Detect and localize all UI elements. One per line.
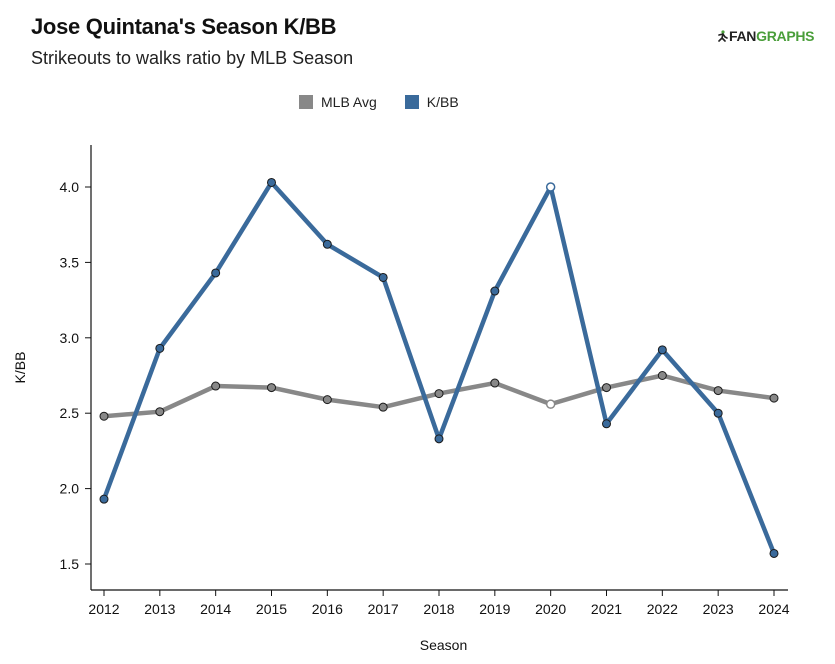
x-tick-label: 2012 bbox=[88, 601, 119, 617]
y-tick-label: 4.0 bbox=[60, 179, 80, 195]
fangraphs-runner-icon bbox=[718, 30, 728, 42]
data-point-kbb bbox=[99, 494, 109, 504]
data-point-mlb-avg bbox=[378, 402, 388, 412]
legend-item-mlb-avg: MLB Avg bbox=[299, 94, 377, 110]
x-tick-label: 2016 bbox=[312, 601, 343, 617]
x-tick-label: 2013 bbox=[144, 601, 175, 617]
data-point-kbb bbox=[545, 182, 556, 192]
legend-swatch-mlb-avg bbox=[299, 95, 313, 109]
data-point-kbb bbox=[322, 239, 332, 249]
x-tick-label: 2024 bbox=[758, 601, 789, 617]
data-point-kbb bbox=[769, 548, 779, 558]
x-tick-label: 2022 bbox=[647, 601, 678, 617]
data-point-kbb bbox=[490, 286, 500, 296]
data-point-mlb-avg bbox=[490, 378, 500, 388]
chart-legend: MLB Avg K/BB bbox=[299, 94, 487, 110]
x-tick-label: 2019 bbox=[479, 601, 510, 617]
x-tick-label: 2023 bbox=[703, 601, 734, 617]
data-point-mlb-avg bbox=[602, 383, 611, 393]
fangraphs-logo: FAN GRAPHS bbox=[717, 28, 815, 44]
data-point-mlb-avg bbox=[545, 399, 556, 409]
logo-text-graphs: GRAPHS bbox=[756, 28, 815, 44]
data-point-mlb-avg bbox=[267, 383, 276, 393]
data-point-kbb bbox=[155, 343, 165, 353]
x-tick-label: 2015 bbox=[256, 601, 287, 617]
data-point-mlb-avg bbox=[769, 393, 779, 403]
y-axis-label: K/BB bbox=[12, 352, 28, 384]
y-tick-label: 2.5 bbox=[60, 405, 80, 421]
chart-subtitle: Strikeouts to walks ratio by MLB Season bbox=[31, 48, 354, 68]
legend-label-mlb-avg: MLB Avg bbox=[321, 94, 377, 110]
series-line-kbb bbox=[101, 180, 777, 556]
data-point-kbb bbox=[713, 408, 723, 418]
data-point-kbb bbox=[434, 434, 444, 444]
logo-text-fan: FAN bbox=[729, 28, 757, 44]
data-point-mlb-avg bbox=[713, 386, 723, 396]
legend-label-kbb: K/BB bbox=[426, 94, 459, 110]
data-point-kbb bbox=[211, 268, 221, 278]
data-point-mlb-avg bbox=[211, 381, 221, 391]
x-tick-label: 2014 bbox=[200, 601, 231, 617]
x-tick-label: 2021 bbox=[591, 601, 622, 617]
data-point-mlb-avg bbox=[155, 407, 165, 417]
x-axis-label: Season bbox=[420, 637, 467, 653]
x-tick-label: 2017 bbox=[368, 601, 399, 617]
data-point-kbb bbox=[602, 419, 611, 429]
y-tick-label: 1.5 bbox=[60, 556, 80, 572]
data-point-mlb-avg bbox=[322, 395, 332, 405]
legend-item-kbb: K/BB bbox=[404, 94, 459, 110]
data-point-kbb bbox=[378, 272, 388, 282]
data-point-mlb-avg bbox=[99, 411, 109, 421]
data-point-kbb bbox=[267, 177, 276, 187]
legend-swatch-kbb bbox=[404, 95, 419, 109]
data-point-mlb-avg bbox=[434, 389, 444, 399]
y-tick-label: 3.0 bbox=[60, 330, 80, 346]
y-tick-label: 2.0 bbox=[60, 481, 80, 497]
x-tick-label: 2018 bbox=[423, 601, 454, 617]
data-point-kbb bbox=[657, 345, 667, 355]
y-tick-label: 3.5 bbox=[60, 254, 80, 270]
x-tick-label: 2020 bbox=[535, 601, 566, 617]
chart-title: Jose Quintana's Season K/BB bbox=[31, 14, 337, 39]
data-point-mlb-avg bbox=[657, 371, 667, 380]
